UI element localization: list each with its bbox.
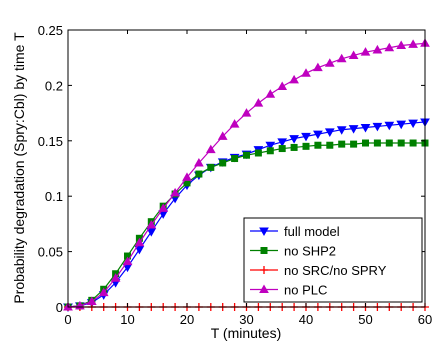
data-point [254, 149, 262, 157]
y-tick-label: 0.15 [38, 134, 63, 149]
data-point [289, 74, 299, 84]
data-point [348, 125, 359, 134]
series-3 [63, 38, 430, 311]
data-point [301, 68, 311, 77]
data-point [122, 256, 133, 266]
data-point [302, 142, 310, 150]
data-point [338, 140, 346, 148]
data-point [229, 119, 240, 128]
y-tick-label: 0.05 [38, 245, 63, 260]
data-point [348, 50, 359, 59]
x-tick-label: 30 [239, 312, 253, 327]
legend-entry: no SHP2 [250, 244, 336, 259]
data-point [290, 143, 298, 151]
data-point [396, 40, 407, 50]
legend-entry: full model [250, 224, 340, 239]
x-axis-label: T (minutes) [211, 325, 282, 341]
data-point [408, 119, 418, 129]
data-point [277, 138, 288, 147]
data-point [362, 139, 369, 147]
legend: full model no SHP2 no SRC/no SPRY no PLC [243, 217, 423, 303]
legend-marker [259, 284, 269, 293]
data-point [134, 245, 145, 255]
data-point [205, 144, 216, 154]
data-point [384, 42, 395, 52]
legend-label: no SRC/no SPRY [284, 263, 387, 278]
legend-label: no PLC [284, 283, 327, 298]
legend-box [243, 217, 423, 303]
legend-marker [259, 227, 269, 237]
axis-ticks: 0 10 20 30 40 50 60 0 0.05 0.1 0.15 0.2 0.25 [38, 23, 433, 327]
data-point [313, 130, 323, 140]
data-point [278, 145, 286, 153]
y-tick-label: 0 [56, 300, 63, 315]
data-point [301, 132, 311, 142]
data-point [360, 124, 371, 133]
data-point [372, 44, 383, 54]
data-point [146, 220, 157, 229]
legend-marker [260, 266, 268, 274]
x-tick-label: 0 [64, 312, 71, 327]
data-point [241, 108, 252, 117]
data-point [265, 89, 276, 98]
data-point [384, 121, 395, 131]
data-point [324, 128, 335, 137]
x-tick-label: 60 [418, 312, 432, 327]
legend-marker [260, 247, 268, 254]
data-point [326, 141, 334, 149]
y-tick-label: 0.1 [45, 189, 63, 204]
data-point [194, 157, 204, 167]
data-point [219, 159, 227, 167]
data-point [385, 139, 393, 147]
data-point [98, 287, 109, 297]
data-point [336, 53, 347, 63]
x-tick-label: 40 [299, 312, 313, 327]
data-point [314, 141, 322, 149]
data-point [86, 296, 97, 305]
legend-label: full model [284, 224, 340, 239]
data-point [158, 203, 169, 212]
data-point [408, 39, 418, 48]
data-point [217, 131, 228, 140]
data-point [372, 122, 383, 132]
y-tick-label: 0.25 [38, 23, 63, 38]
data-point [289, 135, 299, 144]
y-axis-label: Probability degradation (Spry:Cbl) by ti… [11, 32, 27, 304]
data-point [277, 81, 288, 91]
x-tick-label: 20 [180, 312, 194, 327]
data-point [409, 139, 417, 147]
data-point [231, 155, 239, 163]
x-tick-label: 50 [358, 312, 372, 327]
data-point [266, 147, 274, 155]
data-point [182, 172, 192, 181]
data-point [146, 228, 157, 237]
data-point [396, 120, 407, 130]
legend-label: no SHP2 [284, 244, 336, 259]
data-point [134, 237, 145, 247]
legend-entry: no PLC [250, 283, 327, 298]
data-point [324, 58, 335, 67]
data-point [313, 62, 323, 72]
data-point [253, 98, 264, 107]
data-point [265, 141, 276, 151]
x-tick-label: 10 [120, 312, 134, 327]
data-point [195, 170, 203, 178]
data-point [243, 151, 250, 159]
data-point [373, 139, 381, 147]
data-point [336, 126, 347, 135]
data-point [350, 140, 358, 148]
data-point [207, 163, 215, 171]
data-point [110, 273, 121, 282]
data-point [170, 187, 180, 197]
legend-entry: no SRC/no SPRY [250, 263, 387, 278]
data-point [360, 47, 371, 56]
data-point [397, 139, 405, 147]
y-tick-label: 0.2 [45, 78, 63, 93]
